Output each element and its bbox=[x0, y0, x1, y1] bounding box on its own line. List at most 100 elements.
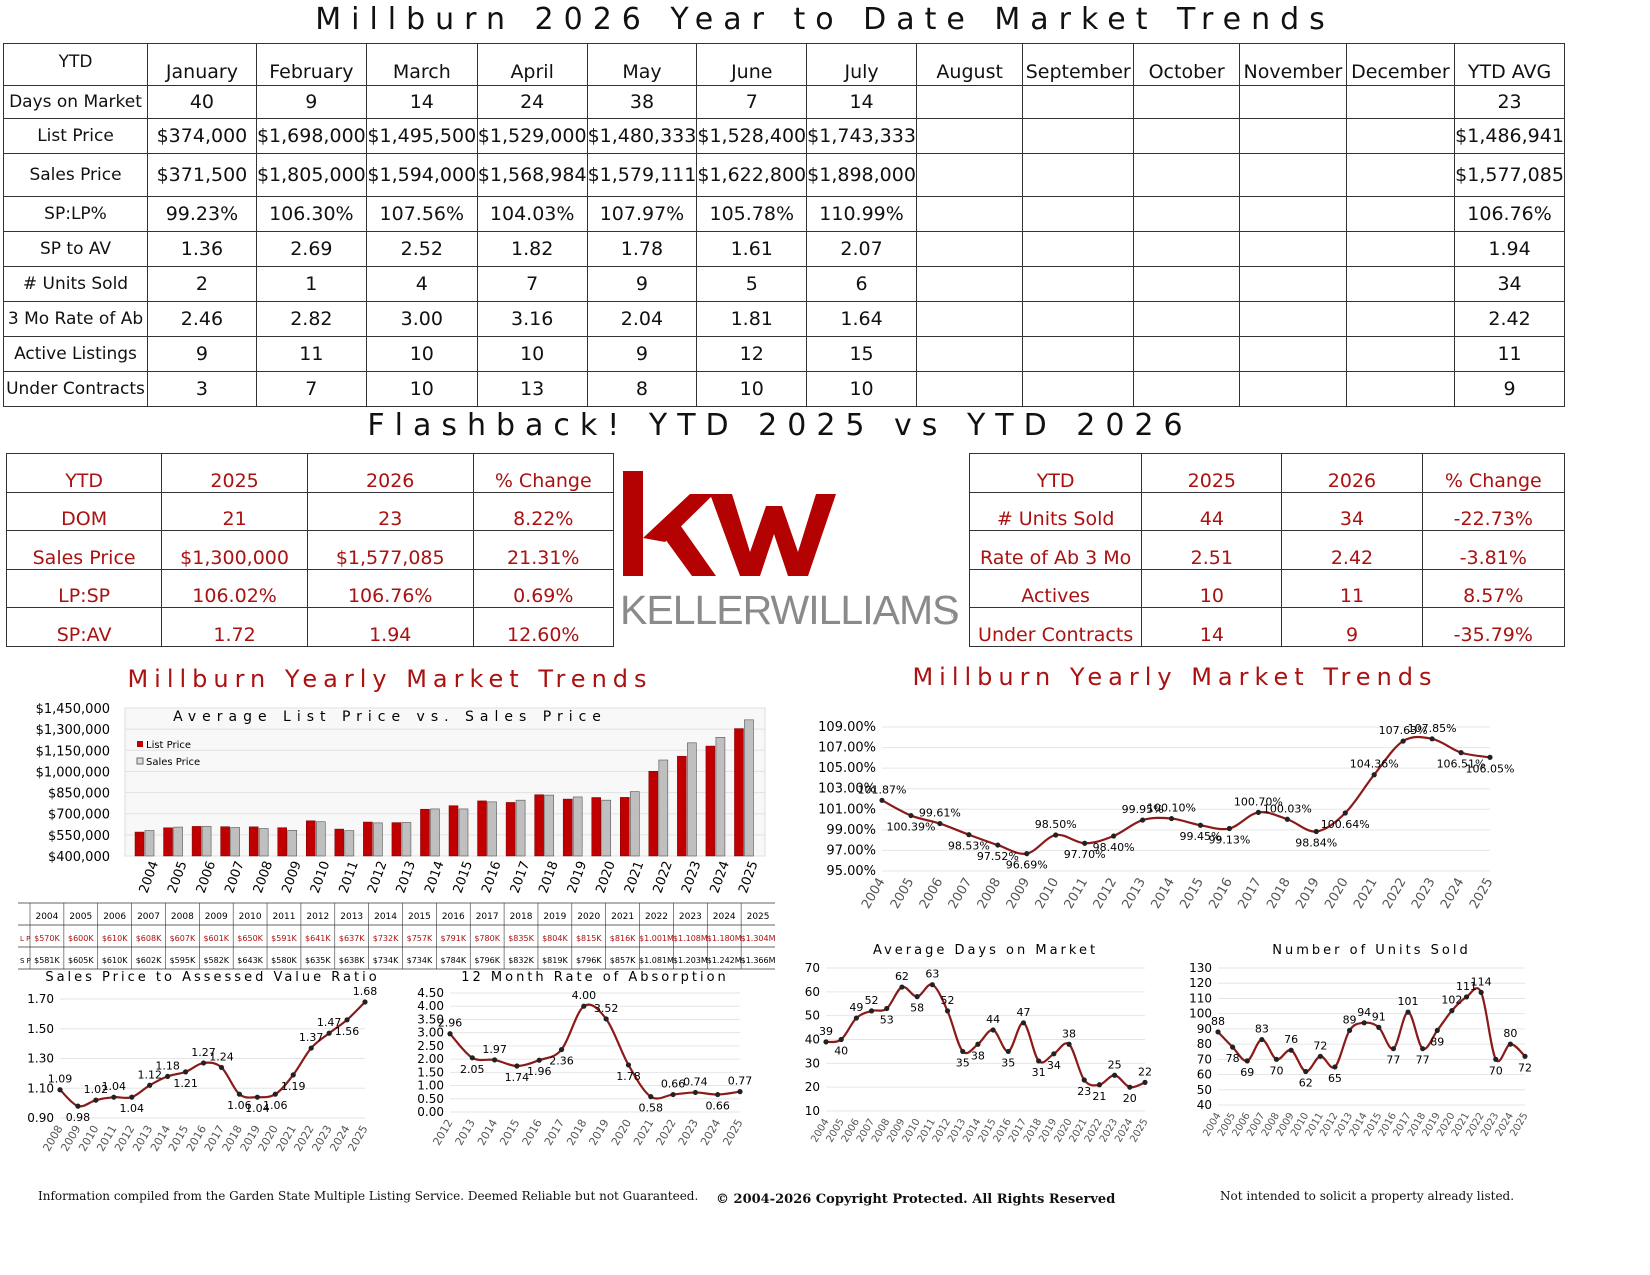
ytd-cell: $1,594,000 bbox=[365, 153, 478, 197]
x-tick-label: 2010 bbox=[308, 859, 333, 895]
bar-chart-subtitle: Average List Price vs. Sales Price bbox=[173, 709, 607, 725]
comparison-cell: 106.76% bbox=[306, 568, 474, 608]
table-list-value: $1.108M bbox=[673, 934, 708, 943]
y-tick-label: 109.00% bbox=[818, 720, 876, 735]
data-point bbox=[1215, 1029, 1221, 1035]
absorption-line-chart: 12 Month Rate of Absorption0.000.501.001… bbox=[417, 970, 752, 1148]
ytd-row: SP:LP% 99.23% 106.30% 107.56% 104.03% 107.97%… bbox=[3, 196, 1565, 232]
ytd-cell bbox=[1022, 231, 1135, 267]
ytd-cell: 9 bbox=[255, 85, 367, 119]
x-tick-label: 2018 bbox=[536, 859, 561, 895]
ytd-cell: 2.42 bbox=[1454, 301, 1565, 337]
data-point bbox=[1434, 1027, 1440, 1034]
table-sales-value: $819K bbox=[542, 956, 568, 965]
data-point bbox=[236, 1091, 243, 1097]
ytd-cell: 11 bbox=[255, 336, 367, 372]
ytd-cell: 1.36 bbox=[147, 231, 257, 267]
ytd-row: SP to AV 1.36 2.69 2.52 1.82 1.78 1.61 2.07 1.94 bbox=[3, 231, 1565, 267]
table-year: 2006 bbox=[103, 912, 126, 922]
data-point bbox=[1449, 1008, 1455, 1014]
data-label: 100.39% bbox=[886, 821, 935, 834]
x-tick-label: 2006 bbox=[917, 876, 947, 912]
bar-sales-price bbox=[315, 821, 326, 857]
bar-list-price bbox=[620, 797, 630, 857]
y-tick-label: 105.00% bbox=[818, 761, 876, 776]
x-tick-label: 2016 bbox=[1206, 876, 1236, 912]
data-point bbox=[990, 1027, 996, 1033]
bar-list-price bbox=[134, 831, 145, 857]
y-tick-label: 95.00% bbox=[826, 864, 876, 879]
data-point bbox=[944, 1008, 951, 1014]
ytd-cell bbox=[1133, 231, 1241, 267]
ytd-cell bbox=[1022, 153, 1135, 197]
month-header: September bbox=[1022, 43, 1135, 86]
days-on-market-line-chart: Average Days on Market 10 20 30 40 50 60 70 39 20… bbox=[805, 943, 1152, 1145]
table-list-value: $601K bbox=[203, 934, 229, 943]
table-year: 2017 bbox=[476, 912, 499, 922]
table-list-value: $791K bbox=[440, 934, 466, 943]
data-label: 23 bbox=[1077, 1085, 1091, 1098]
data-label: 98.40% bbox=[1093, 841, 1135, 854]
data-label: 70 bbox=[1489, 1064, 1503, 1077]
ytd-cell: 99.23% bbox=[147, 196, 257, 232]
left-comparison-table: YTD 2025 2026% Change DOM 21 23 8.22% Sales Pri… bbox=[5, 453, 614, 647]
x-tick-label: 2012 bbox=[430, 1117, 455, 1148]
data-label: 22 bbox=[1138, 1065, 1152, 1078]
data-point bbox=[308, 1045, 314, 1051]
x-tick-label: 2021 bbox=[631, 1117, 656, 1148]
month-header: May bbox=[586, 43, 698, 86]
data-label: 1.12 bbox=[137, 1068, 162, 1081]
ytd-cell bbox=[915, 196, 1024, 232]
y-tick-label: 107.00% bbox=[818, 741, 876, 756]
data-label: 97.52% bbox=[977, 850, 1019, 863]
data-label: 89 bbox=[1430, 1035, 1444, 1048]
ytd-cell bbox=[1133, 266, 1241, 302]
y-tick-label: 3.50 bbox=[417, 1012, 444, 1026]
data-point bbox=[1255, 809, 1261, 815]
data-label: 100.10% bbox=[1147, 802, 1196, 815]
comparison-header-cell: YTD bbox=[968, 453, 1143, 493]
data-point bbox=[1244, 1058, 1250, 1064]
data-label: 1.96 bbox=[527, 1065, 552, 1078]
y-tick-label: 2.00 bbox=[417, 1052, 444, 1066]
data-point bbox=[1371, 772, 1377, 778]
x-tick-label: 2006 bbox=[194, 859, 219, 895]
k-arm bbox=[643, 494, 714, 542]
ytd-row: Days on Market 40 9 14 24 38 7 14 23 bbox=[3, 85, 1565, 119]
data-point bbox=[1082, 840, 1088, 846]
ytd-cell: 104.03% bbox=[476, 196, 588, 232]
data-label: 62 bbox=[1299, 1077, 1313, 1090]
x-tick-label: 2025 bbox=[736, 859, 761, 895]
comparison-row: DOM 21 23 8.22% bbox=[5, 491, 614, 531]
data-label: 2.05 bbox=[460, 1063, 485, 1076]
x-tick-label: 2007 bbox=[946, 876, 976, 912]
ytd-cell bbox=[1239, 231, 1347, 267]
table-year: 2005 bbox=[69, 912, 92, 922]
data-point bbox=[290, 1072, 296, 1078]
chart-title: Sales Price to Assessed Value Ratio bbox=[45, 970, 379, 985]
page-title: Millburn 2026 Year to Date Market Trends bbox=[315, 2, 1335, 37]
comparison-cell: 11 bbox=[1281, 568, 1423, 608]
comparison-row: # Units Sold 44 34 -22.73% bbox=[968, 491, 1566, 531]
data-label: 96.69% bbox=[1006, 859, 1048, 872]
data-point bbox=[1361, 1020, 1367, 1026]
w-letter bbox=[710, 494, 836, 576]
comparison-row: Under Contracts 14 9 -35.79% bbox=[968, 607, 1566, 647]
data-label: 1.06 bbox=[263, 1099, 288, 1112]
data-point bbox=[1400, 738, 1406, 744]
data-point bbox=[254, 1094, 260, 1100]
table-sales-value: $605K bbox=[68, 956, 94, 965]
ytd-cell bbox=[915, 153, 1024, 197]
data-point bbox=[1259, 1036, 1265, 1043]
ytd-cell bbox=[1239, 266, 1347, 302]
data-point bbox=[838, 1036, 844, 1043]
comparison-cell: 2.42 bbox=[1281, 530, 1423, 570]
data-label: 1.18 bbox=[155, 1059, 180, 1072]
x-tick-label: 2019 bbox=[586, 1117, 611, 1148]
comparison-row-label: LP:SP bbox=[5, 568, 163, 608]
data-point bbox=[823, 1039, 829, 1045]
footer-copyright: © 2004-2026 Copyright Protected. All Rig… bbox=[716, 1192, 1116, 1207]
comparison-cell: 34 bbox=[1281, 491, 1423, 531]
data-point bbox=[1036, 1058, 1042, 1064]
x-tick-label: 2011 bbox=[1062, 876, 1092, 912]
